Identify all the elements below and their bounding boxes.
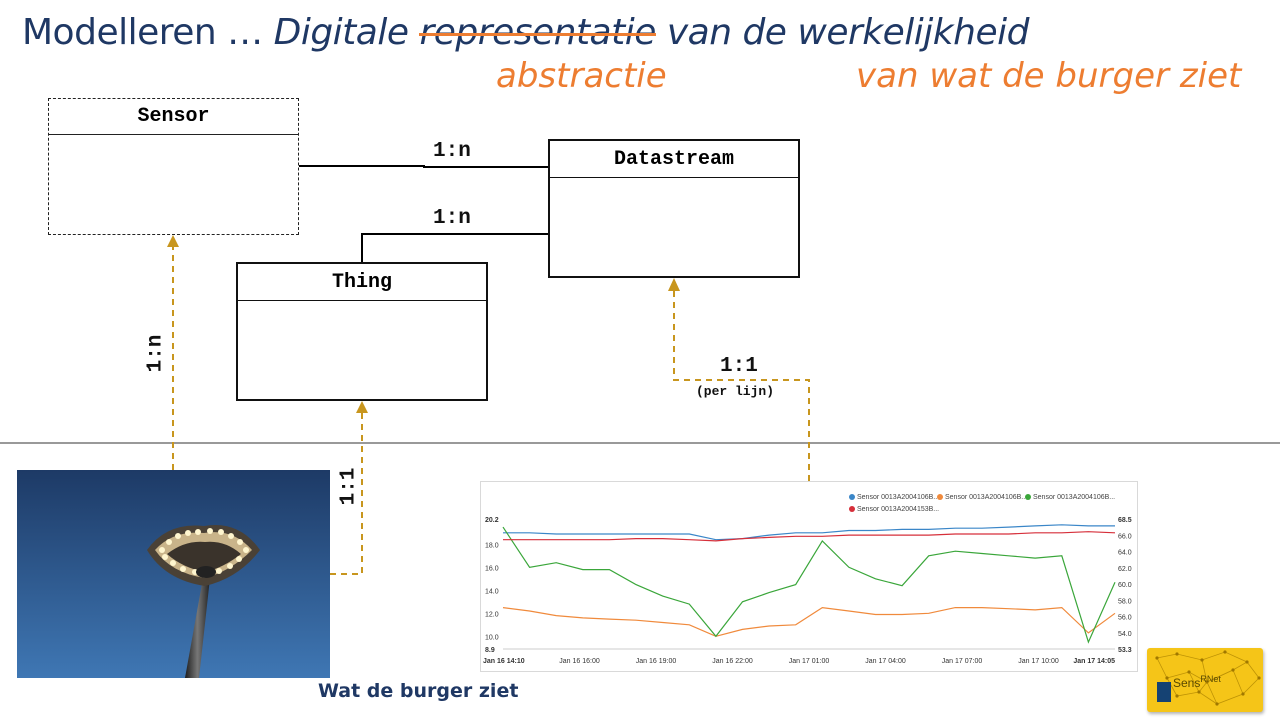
series-line-1 <box>503 524 1115 541</box>
y-right-tick-label: 62.0 <box>1118 566 1132 573</box>
legend-entry-2[interactable]: Sensor 0013A2004106B... <box>937 494 1027 501</box>
line-chart: 20.2 18.0 16.0 14.0 12.0 10.0 8.9 68.5 66.0 64.0 6… <box>483 517 1132 665</box>
legend-swatch-3 <box>1025 494 1031 501</box>
logo-text: SensRNet <box>1173 674 1221 690</box>
y-right-tick-label: 64.0 <box>1118 550 1132 557</box>
series-line-3 <box>502 526 1116 644</box>
y-left-tick-label: 16.0 <box>485 565 499 572</box>
photo-caption: Wat de burger ziet <box>318 680 519 702</box>
x-tick-label: Jan 17 04:00 <box>865 658 906 665</box>
series-line-4 <box>503 531 1116 542</box>
network-pattern-icon <box>1155 650 1261 706</box>
title-prefix: Modelleren … <box>22 12 274 53</box>
datastream-arrowhead <box>668 278 680 291</box>
thing-class-box: Thing <box>236 262 488 401</box>
x-tick-label: Jan 17 01:00 <box>789 658 830 665</box>
sensor-arrowhead <box>167 235 179 247</box>
y-left-tick-label: 10.0 <box>485 634 499 641</box>
y-right-tick-label: 54.0 <box>1118 631 1132 638</box>
y-right-tick-label: 60.0 <box>1118 582 1132 589</box>
sensor-class-name: Sensor <box>49 99 298 135</box>
sensor-datastream-line <box>298 165 548 168</box>
title-suffix: van de werkelijkheid <box>655 12 1030 53</box>
sensrnet-logo: SensRNet <box>1147 648 1263 712</box>
sensor-chart-panel: Sensor 0013A2004106B... Sensor 0013A2004… <box>480 481 1138 672</box>
title-qualifier: van wat de burger ziet <box>856 56 1242 96</box>
datastream-class-name: Datastream <box>550 141 798 178</box>
y-right-tick-label: 58.0 <box>1118 598 1132 605</box>
chart-datastream-multiplicity: 1:1 <box>720 355 758 378</box>
x-tick-label: Jan 16 16:00 <box>559 658 600 665</box>
crest-badge-icon <box>1157 682 1171 702</box>
y-right-tick-label: 56.0 <box>1118 615 1132 622</box>
y-right-tick-label: 53.3 <box>1118 647 1132 654</box>
y-right-tick-label: 68.5 <box>1118 517 1132 524</box>
street-lamp-photo <box>17 470 330 678</box>
legend-swatch-1 <box>849 494 855 501</box>
sensor-class-box: Sensor <box>48 98 299 235</box>
thing-class-name: Thing <box>238 264 486 301</box>
legend-entry-1[interactable]: Sensor 0013A2004106B... <box>849 494 939 501</box>
series-line-2 <box>502 606 1116 637</box>
y-left-tick-label: 20.2 <box>485 517 499 524</box>
chart-datastream-note: (per lijn) <box>696 384 775 399</box>
y-left-tick-label: 14.0 <box>485 588 499 595</box>
thing-arrowhead <box>356 401 368 413</box>
y-right-tick-label: 66.0 <box>1118 533 1132 540</box>
y-left-tick-label: 8.9 <box>485 647 495 654</box>
photo-thing-multiplicity: 1:1 <box>337 467 361 506</box>
chart-datastream-link <box>673 290 810 481</box>
title-struck-word: representatie <box>419 12 656 53</box>
y-left-tick-label: 12.0 <box>485 611 499 618</box>
x-tick-label: Jan 17 10:00 <box>1018 658 1059 665</box>
title-italic-word: Digitale <box>273 12 420 53</box>
replacement-word: abstractie <box>496 56 667 96</box>
legend-swatch-2 <box>937 494 943 501</box>
thing-datastream-multiplicity: 1:n <box>433 207 471 230</box>
sensor-datastream-multiplicity: 1:n <box>433 140 471 163</box>
legend-entry-4[interactable]: Sensor 0013A2004153B... <box>849 506 939 513</box>
x-tick-label: Jan 16 19:00 <box>636 658 677 665</box>
thing-datastream-line <box>361 233 548 262</box>
legend-entry-3[interactable]: Sensor 0013A2004106B... <box>1025 494 1115 501</box>
x-tick-label: Jan 16 22:00 <box>712 658 753 665</box>
x-tick-label: Jan 17 07:00 <box>942 658 983 665</box>
x-tick-label: Jan 17 14:05 <box>1073 658 1115 665</box>
y-left-tick-label: 18.0 <box>485 542 499 549</box>
x-tick-label: Jan 16 14:10 <box>483 658 525 665</box>
slide-title: Modelleren … Digitale representatie van … <box>22 12 1029 53</box>
datastream-class-box: Datastream <box>548 139 800 278</box>
legend-swatch-4 <box>849 506 855 513</box>
photo-sensor-multiplicity: 1:n <box>144 334 168 373</box>
